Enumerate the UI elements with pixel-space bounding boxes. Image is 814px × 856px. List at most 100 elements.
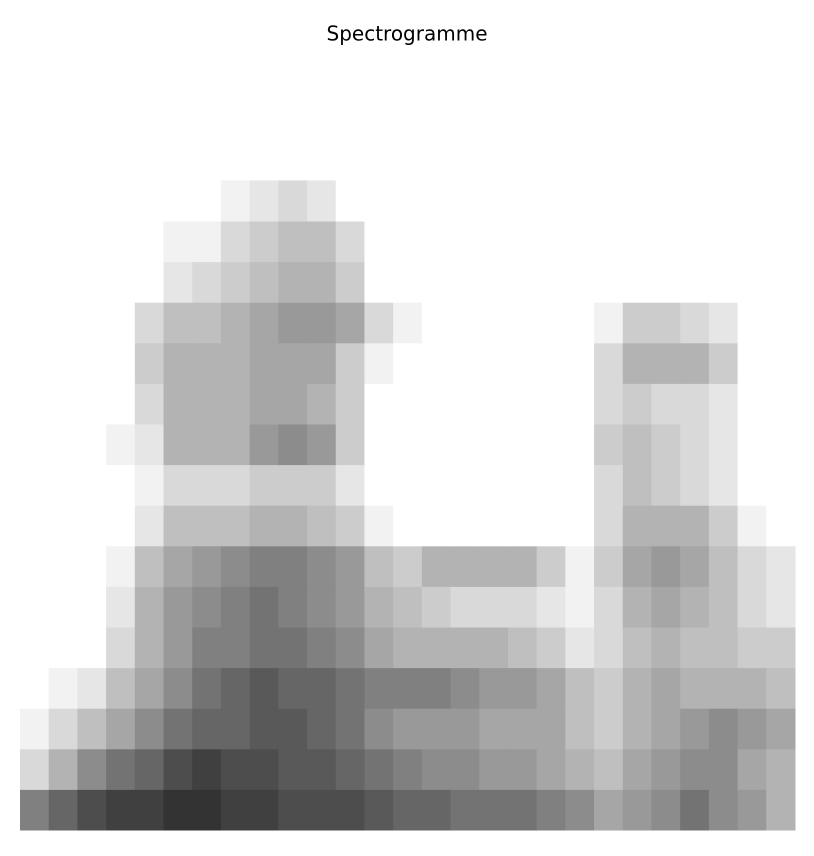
spectrogram-cell	[766, 464, 796, 506]
spectrogram-cell	[307, 424, 337, 466]
spectrogram-cell	[364, 342, 394, 384]
spectrogram-cell	[134, 789, 165, 831]
spectrogram-cell	[220, 748, 251, 790]
spectrogram-cell	[48, 545, 78, 587]
spectrogram-cell	[220, 545, 251, 587]
spectrogram-cell	[766, 667, 796, 709]
spectrogram-cell	[737, 748, 767, 790]
spectrogram-cell	[106, 464, 136, 506]
spectrogram-cell	[651, 302, 681, 344]
spectrogram-cell	[278, 748, 308, 790]
spectrogram-cell	[307, 261, 337, 303]
spectrogram-cell	[278, 180, 308, 222]
spectrogram-cell	[737, 627, 767, 669]
spectrogram-cell	[307, 342, 337, 384]
spectrogram-cell	[450, 261, 480, 303]
spectrogram-cell	[565, 505, 595, 547]
spectrogram-cell	[507, 424, 538, 466]
spectrogram-cell	[507, 545, 538, 587]
spectrogram-cell	[651, 667, 681, 709]
spectrogram-cell	[421, 221, 452, 263]
spectrogram-cell	[393, 383, 423, 425]
spectrogram-cell	[565, 545, 595, 587]
spectrogram-cell	[737, 708, 767, 750]
spectrogram-cell	[134, 667, 165, 709]
spectrogram-cell	[565, 789, 595, 831]
spectrogram-cell	[278, 545, 308, 587]
spectrogram-cell	[421, 302, 452, 344]
spectrogram-cell	[307, 667, 337, 709]
spectrogram-cell	[192, 261, 222, 303]
spectrogram-cell	[651, 342, 681, 384]
spectrogram-cell	[450, 708, 480, 750]
spectrogram-cell	[278, 627, 308, 669]
spectrogram-cell	[163, 261, 193, 303]
spectrogram-cell	[335, 627, 365, 669]
spectrogram-cell	[364, 383, 394, 425]
spectrogram-cell	[507, 586, 538, 628]
spectrogram-cell	[622, 424, 652, 466]
chart-title: Spectrogramme	[327, 22, 488, 46]
spectrogram-cell	[479, 180, 509, 222]
spectrogram-cell	[106, 302, 136, 344]
spectrogram-cell	[192, 789, 222, 831]
spectrogram-cell	[708, 627, 739, 669]
spectrogram-cell	[249, 748, 279, 790]
spectrogram-cell	[192, 383, 222, 425]
spectrogram-cell	[507, 789, 538, 831]
spectrogram-cell	[708, 424, 739, 466]
spectrogram-cell	[249, 424, 279, 466]
spectrogram-cell	[134, 383, 165, 425]
spectrogram-cell	[766, 383, 796, 425]
spectrogram-cell	[594, 708, 624, 750]
spectrogram-cell	[20, 302, 50, 344]
spectrogram-cell	[479, 505, 509, 547]
spectrogram-cell	[651, 789, 681, 831]
spectrogram-cell	[192, 545, 222, 587]
spectrogram-cell	[708, 545, 739, 587]
spectrogram-cell	[393, 586, 423, 628]
spectrogram-cell	[307, 708, 337, 750]
spectrogram-cell	[335, 667, 365, 709]
spectrogram-cell	[163, 708, 193, 750]
spectrogram-cell	[307, 180, 337, 222]
spectrogram-cell	[48, 342, 78, 384]
spectrogram-cell	[106, 505, 136, 547]
spectrogram-cell	[737, 505, 767, 547]
spectrogram-cell	[450, 627, 480, 669]
spectrogram-cell	[220, 586, 251, 628]
spectrogram-cell	[106, 261, 136, 303]
spectrogram-cell	[450, 180, 480, 222]
spectrogram-cell	[335, 261, 365, 303]
spectrogram-cell	[421, 708, 452, 750]
spectrogram-cell	[507, 708, 538, 750]
spectrogram-cell	[249, 545, 279, 587]
spectrogram-cell	[421, 424, 452, 466]
spectrogram-cell	[565, 586, 595, 628]
spectrogram-cell	[163, 302, 193, 344]
spectrogram-cell	[536, 221, 566, 263]
spectrogram-cell	[594, 667, 624, 709]
spectrogram-cell	[594, 586, 624, 628]
spectrogram-cell	[163, 383, 193, 425]
spectrogram-cell	[680, 586, 710, 628]
spectrogram-cell	[507, 505, 538, 547]
spectrogram-cell	[421, 383, 452, 425]
spectrogram-cell	[48, 789, 78, 831]
spectrogram-cell	[48, 708, 78, 750]
spectrogram-cell	[421, 261, 452, 303]
spectrogram-cell	[393, 221, 423, 263]
spectrogram-cell	[479, 748, 509, 790]
spectrogram-cell	[594, 383, 624, 425]
spectrogram-cell	[479, 261, 509, 303]
spectrogram-cell	[393, 464, 423, 506]
spectrogram-cell	[134, 708, 165, 750]
spectrogram-cell	[20, 708, 50, 750]
spectrogram-cell	[708, 261, 739, 303]
spectrogram-cell	[163, 424, 193, 466]
spectrogram-cell	[364, 627, 394, 669]
spectrogram-cell	[20, 545, 50, 587]
spectrogram-cell	[565, 464, 595, 506]
spectrogram-cell	[220, 424, 251, 466]
spectrogram-cell	[134, 586, 165, 628]
